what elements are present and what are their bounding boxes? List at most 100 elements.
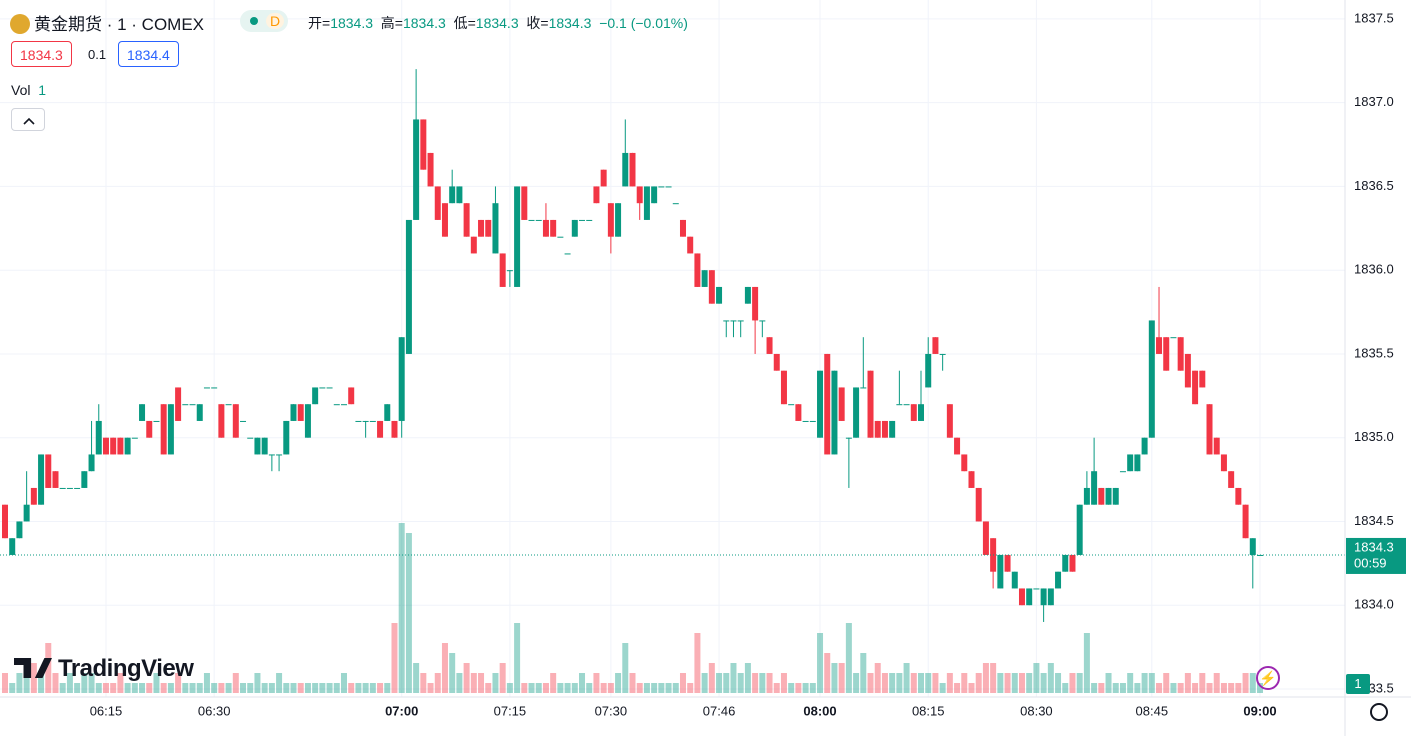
candle-body (564, 253, 571, 255)
candle-body (939, 353, 946, 355)
change-pct: (−0.01%) (630, 15, 688, 31)
volume-bar (52, 673, 59, 693)
volume-bar (1047, 663, 1054, 693)
ask[interactable]: 1834.4 (118, 41, 179, 67)
volume-bar (1119, 683, 1126, 693)
candle-body (362, 420, 369, 422)
candle-body (38, 454, 45, 505)
status-dot (250, 17, 258, 25)
candle-body (845, 437, 852, 439)
candle-body (716, 286, 723, 304)
candle-body (817, 370, 824, 438)
candle-body (139, 404, 146, 421)
candle-body (550, 219, 557, 237)
candle-body (622, 152, 629, 187)
candle-body (1083, 487, 1090, 505)
candle-body (889, 420, 896, 438)
candle-body (694, 253, 701, 287)
volume-bar (276, 673, 283, 693)
symbol-row[interactable]: 黄金期货 · 1 · COMEX (10, 10, 204, 35)
candle-body (470, 236, 477, 254)
candle-body (297, 404, 304, 421)
volume-bar (997, 673, 1004, 693)
volume-bar (189, 683, 196, 693)
candle-body (997, 554, 1004, 589)
candle-body (74, 487, 81, 489)
volume-bar (470, 673, 477, 693)
candle-body (499, 253, 506, 287)
volume-bar (499, 663, 506, 693)
bid[interactable]: 1834.3 (11, 41, 72, 67)
candle-body (1177, 337, 1184, 371)
candle-body (615, 203, 622, 237)
volume-bar (716, 673, 723, 693)
volume-bar (564, 683, 571, 693)
candle-body (824, 353, 831, 455)
candle-body (658, 186, 665, 188)
volume-bar (824, 653, 831, 693)
volume-bar (788, 683, 795, 693)
candle-body (441, 203, 448, 237)
volume-bar (723, 673, 730, 693)
candle-body (434, 186, 441, 220)
candle-body (319, 387, 326, 389)
volume-bar (687, 683, 694, 693)
logo[interactable]: TradingView (14, 655, 194, 683)
x-tick-label: 06:30 (198, 703, 231, 718)
volume-bar (1249, 673, 1256, 693)
candle-body (247, 437, 254, 439)
volume-bar (182, 683, 189, 693)
volume-bar (845, 623, 852, 693)
volume-bar (405, 533, 412, 693)
candle-body (146, 420, 153, 438)
volume-bar (759, 673, 766, 693)
candle-body (232, 404, 239, 438)
close: 1834.3 (548, 15, 592, 31)
candle-body (1228, 471, 1235, 488)
volume-bar (586, 683, 593, 693)
volume-bar (1192, 683, 1199, 693)
candle-body (88, 454, 95, 472)
candle-body (1213, 437, 1220, 455)
candle-body (45, 454, 52, 488)
volume-bar (355, 683, 362, 693)
candle-body (340, 404, 347, 406)
volume-bar (427, 683, 434, 693)
candle-body (954, 437, 961, 455)
volume-bar (1170, 683, 1177, 693)
volume-bar (1076, 673, 1083, 693)
candle-body (1170, 337, 1177, 339)
volume-bar (261, 683, 268, 693)
candle-body (405, 219, 412, 354)
volume-bar (319, 683, 326, 693)
volume-bar (348, 683, 355, 693)
candle-body (276, 454, 283, 456)
volume-bar (795, 683, 802, 693)
status-pill[interactable]: D (240, 10, 288, 32)
low: 1834.3 (475, 15, 519, 31)
candle-body (131, 437, 138, 439)
candle-body (182, 404, 189, 406)
settings-icon[interactable] (1370, 703, 1388, 721)
collapse-button[interactable] (11, 108, 45, 131)
candle-body (535, 219, 542, 221)
volume-bar (557, 683, 564, 693)
volume-bar (333, 683, 340, 693)
candle-body (1156, 337, 1163, 354)
candle-body (160, 404, 167, 455)
volume-bar (117, 673, 124, 693)
high: 1834.3 (402, 15, 446, 31)
candle-body (413, 119, 420, 220)
candle-body (23, 504, 30, 522)
candle-body (478, 219, 485, 237)
candle-body (874, 420, 881, 438)
volume-bar (434, 673, 441, 693)
volume-bar (74, 683, 81, 693)
volume-bar (838, 663, 845, 693)
volume-bar (283, 683, 290, 693)
candle-body (665, 186, 672, 188)
alert-icon[interactable]: ⚡ (1256, 666, 1280, 690)
volume-bar (802, 683, 809, 693)
volume-bar (694, 633, 701, 693)
candle-body (968, 471, 975, 488)
